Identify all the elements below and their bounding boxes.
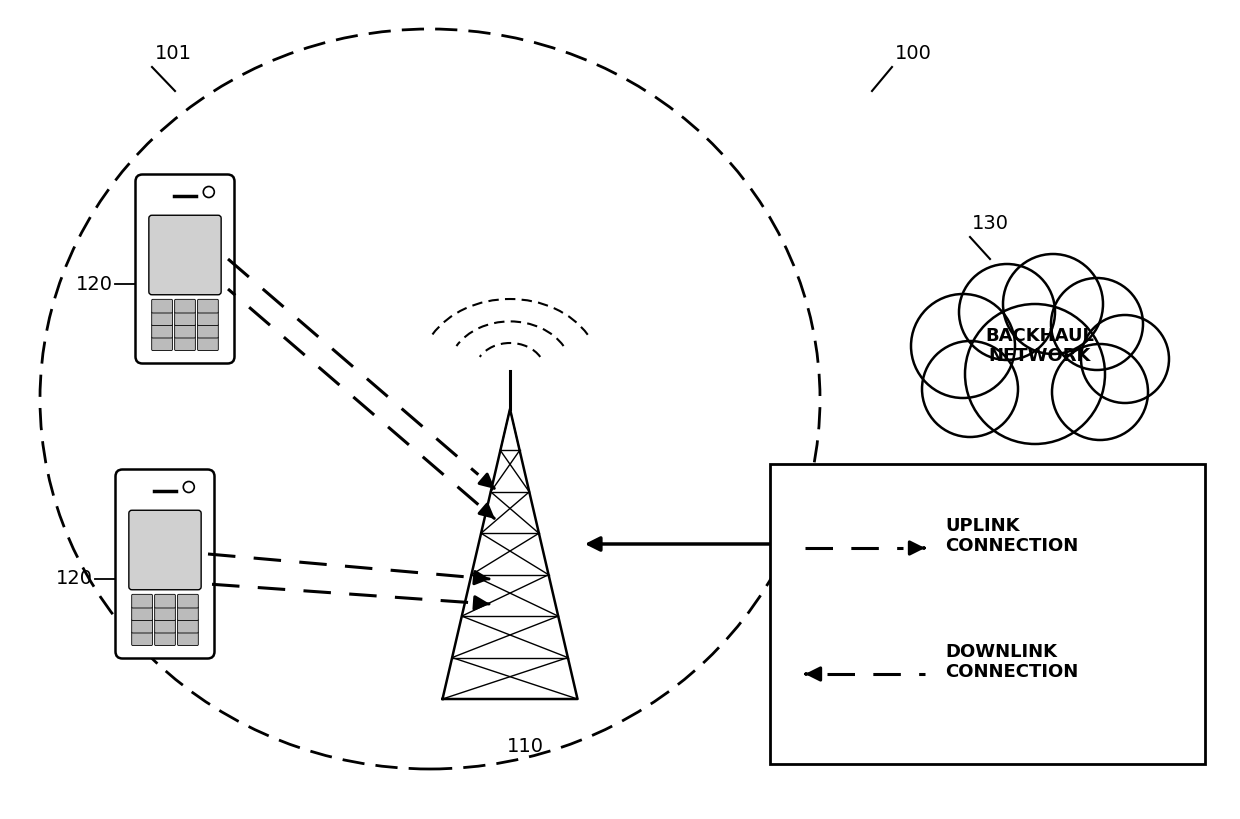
FancyBboxPatch shape (175, 299, 196, 313)
FancyBboxPatch shape (131, 607, 153, 621)
FancyBboxPatch shape (175, 312, 196, 325)
Text: 130: 130 (972, 215, 1009, 233)
Circle shape (1052, 278, 1143, 370)
FancyBboxPatch shape (197, 312, 218, 325)
Circle shape (911, 294, 1016, 398)
FancyBboxPatch shape (151, 324, 172, 338)
FancyBboxPatch shape (155, 595, 175, 608)
Ellipse shape (890, 279, 1190, 419)
Text: 110: 110 (506, 737, 543, 756)
FancyBboxPatch shape (197, 324, 218, 338)
FancyBboxPatch shape (177, 607, 198, 621)
FancyBboxPatch shape (151, 337, 172, 351)
FancyBboxPatch shape (175, 337, 196, 351)
Circle shape (1003, 254, 1104, 354)
FancyBboxPatch shape (129, 510, 201, 590)
FancyBboxPatch shape (149, 215, 221, 295)
FancyBboxPatch shape (115, 469, 215, 658)
FancyBboxPatch shape (131, 595, 153, 608)
Circle shape (203, 187, 215, 197)
FancyBboxPatch shape (151, 299, 172, 313)
Text: UPLINK
CONNECTION: UPLINK CONNECTION (945, 517, 1079, 555)
Circle shape (1052, 344, 1148, 440)
Circle shape (1081, 315, 1169, 403)
Circle shape (923, 341, 1018, 437)
Bar (770, 464, 1205, 764)
FancyBboxPatch shape (135, 174, 234, 364)
FancyBboxPatch shape (177, 619, 198, 633)
Text: BACKHAUL
NETWORK: BACKHAUL NETWORK (986, 327, 1095, 365)
FancyBboxPatch shape (177, 595, 198, 608)
Text: DOWNLINK
CONNECTION: DOWNLINK CONNECTION (945, 643, 1079, 681)
FancyBboxPatch shape (197, 299, 218, 313)
Text: 120: 120 (56, 569, 93, 589)
Circle shape (965, 304, 1105, 444)
FancyBboxPatch shape (131, 619, 153, 633)
Ellipse shape (905, 297, 1176, 407)
FancyBboxPatch shape (175, 324, 196, 338)
FancyBboxPatch shape (155, 631, 175, 645)
FancyBboxPatch shape (155, 619, 175, 633)
FancyBboxPatch shape (151, 312, 172, 325)
Text: 120: 120 (76, 274, 113, 293)
Text: 100: 100 (895, 44, 932, 64)
FancyBboxPatch shape (131, 631, 153, 645)
FancyBboxPatch shape (197, 337, 218, 351)
Circle shape (184, 482, 195, 492)
Circle shape (959, 264, 1055, 360)
FancyBboxPatch shape (177, 631, 198, 645)
Text: 101: 101 (155, 44, 192, 64)
FancyBboxPatch shape (155, 607, 175, 621)
